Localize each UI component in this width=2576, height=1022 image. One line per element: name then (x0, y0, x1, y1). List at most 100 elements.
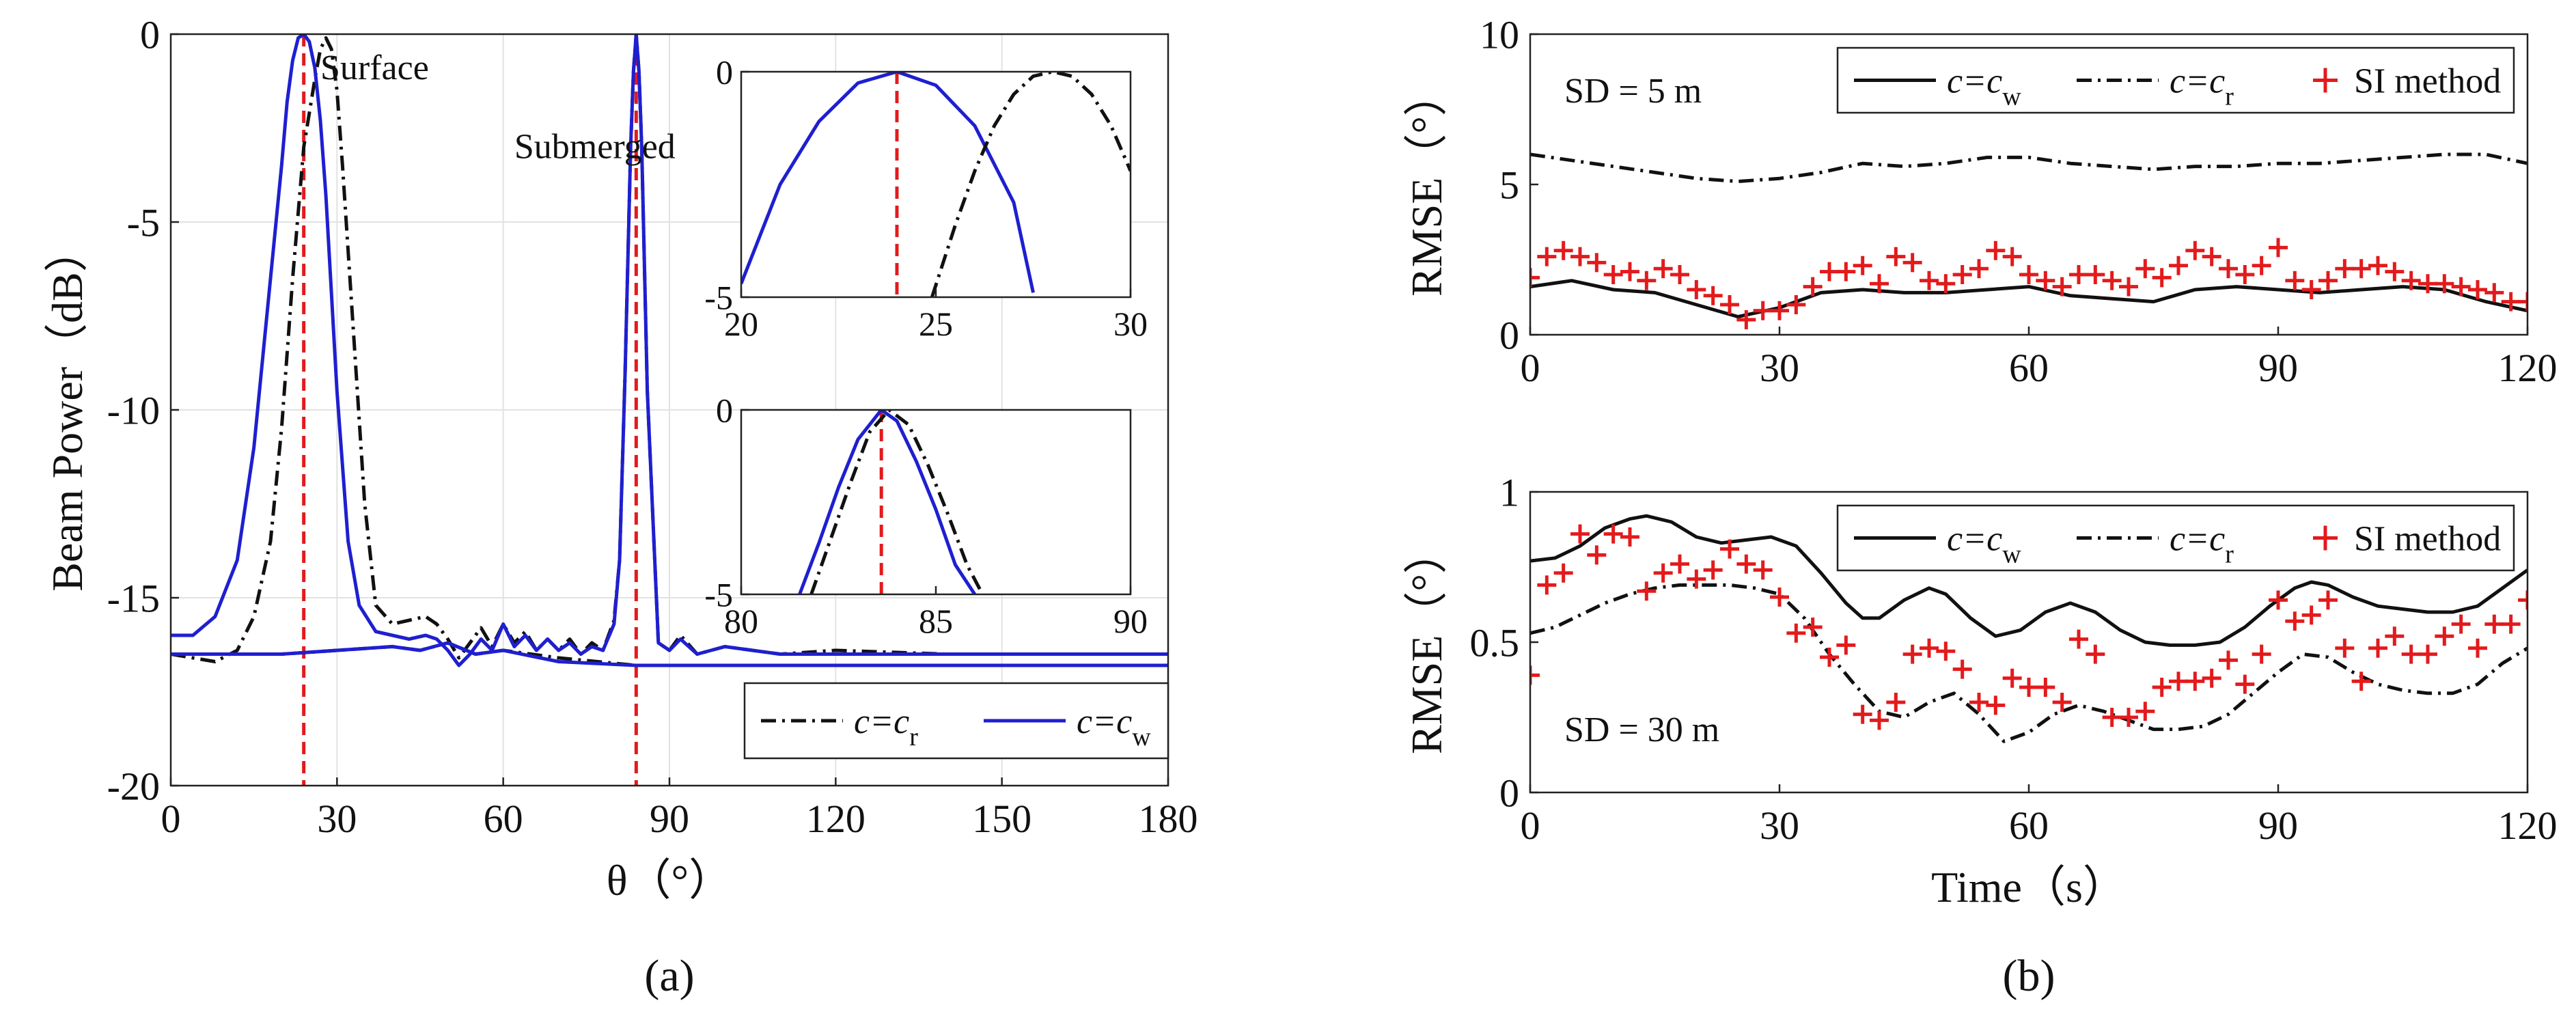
series-point-2 (1753, 560, 1773, 580)
series-point-2 (2269, 590, 2288, 610)
series-point-2 (1553, 563, 1573, 583)
series-point-2 (2451, 277, 2471, 296)
series-point-2 (2401, 271, 2421, 290)
x-tick-label: 0 (1521, 346, 1540, 390)
series-point-2 (1902, 644, 1922, 664)
x-tick-label: 0 (161, 797, 181, 841)
series-line-0 (1530, 279, 2527, 319)
series-point-2 (2102, 271, 2122, 290)
series-point-2 (2202, 247, 2221, 266)
series-point-2 (1952, 265, 1972, 284)
legend-symbol-plus (2313, 68, 2338, 93)
series-point-2 (2152, 268, 2172, 288)
legend-label: c=cw (1947, 520, 2021, 569)
series-point-2 (2301, 605, 2321, 625)
series-point-2 (1753, 301, 1773, 320)
series-point-2 (2501, 292, 2521, 312)
x-tick-label: 120 (2498, 803, 2558, 848)
x-tick-label: 150 (972, 797, 1031, 841)
series-point-2 (2052, 277, 2072, 296)
series-point-2 (1703, 560, 1723, 580)
x-tick-label: 120 (806, 797, 865, 841)
series-point-2 (2484, 283, 2504, 303)
series-point-2 (1870, 274, 1889, 294)
series-point-2 (1820, 262, 1839, 281)
series-point-2 (2135, 702, 2155, 721)
series-point-2 (2518, 590, 2527, 610)
series-point-2 (2169, 255, 2188, 275)
series-point-2 (1670, 554, 1689, 574)
legend-label: c=cw (1077, 702, 1151, 751)
series-point-2 (2019, 265, 2038, 284)
series-line-0 (1530, 514, 2527, 647)
series-point-2 (1936, 274, 1956, 294)
series-point-2 (1530, 665, 1540, 685)
y-axis-label: RMSE（°） (1402, 72, 1451, 296)
x-tick-label: 85 (919, 602, 953, 640)
series-point-2 (2435, 626, 2454, 646)
x-tick-label: 90 (2258, 803, 2298, 848)
series-point-2 (1786, 295, 1806, 314)
series-point-2 (1853, 704, 1872, 724)
series-point-2 (2235, 674, 2255, 694)
x-axis-label: θ（°） (607, 856, 732, 904)
series-point-2 (1736, 310, 1756, 329)
series-point-2 (1786, 623, 1806, 643)
y-tick-label: 5 (1499, 163, 1519, 207)
series-point-2 (2086, 644, 2105, 664)
series-line-1 (171, 34, 1168, 667)
series-point-2 (1537, 575, 1557, 595)
series-point-2 (1553, 240, 1573, 260)
x-tick-label: 80 (724, 602, 758, 640)
series-point-2 (1770, 301, 1789, 320)
series-point-2 (1803, 277, 1823, 296)
legend-label-main: c=c (854, 702, 909, 741)
series-point-2 (1870, 710, 1889, 730)
series-point-2 (1620, 527, 1639, 547)
legend-label-main: SI method (2354, 520, 2501, 559)
series-point-2 (2185, 240, 2205, 260)
series-point-2 (1720, 539, 1739, 559)
series-point-2 (2169, 672, 2188, 691)
series-point-2 (1570, 247, 1590, 266)
sd-note-bottom: SD = 30 m (1564, 710, 1719, 749)
legend-label: SI method (2354, 62, 2501, 101)
x-tick-label: 60 (2009, 346, 2049, 390)
legend-label-sub: w (1132, 723, 1151, 751)
series-point-2 (2069, 629, 2088, 649)
legend-box (1836, 504, 2515, 572)
series-point-2 (2368, 255, 2387, 275)
plot-area (171, 34, 1168, 786)
x-tick-label: 20 (724, 305, 758, 343)
series-line-1 (1530, 152, 2527, 184)
series-point-2 (2185, 672, 2205, 691)
panel-a: 0 30 60 90 120 150 180 0 -5 -10 -15 -20 θ（°） Beam Pow… (43, 12, 1198, 1001)
x-tick-label: 180 (1139, 797, 1198, 841)
legend-label-sub: w (2002, 83, 2021, 111)
series-point-2 (1770, 588, 1789, 607)
series-point-2 (1920, 271, 1939, 290)
x-tick-label: 30 (1760, 346, 1799, 390)
legend-label-sub: r (2225, 540, 2234, 569)
series-point-2 (1570, 524, 1590, 544)
series-point-2 (2351, 672, 2371, 691)
series-point-2 (2484, 614, 2504, 634)
series-point-2 (2036, 678, 2055, 697)
series-point-2 (2285, 271, 2305, 290)
x-axis-label: Time（s） (1931, 863, 2127, 911)
series-point-2 (2335, 638, 2355, 658)
legend-label: c=cr (2170, 62, 2234, 111)
series-point-2 (1902, 253, 1922, 273)
sd-note-top: SD = 5 m (1564, 72, 1702, 111)
series-point-2 (1969, 259, 1989, 279)
series-point-2 (1986, 695, 2006, 715)
legend-label-main: c=c (1077, 702, 1132, 741)
annotation-surface: Surface (320, 49, 429, 87)
y-tick-label: 0 (1499, 771, 1519, 815)
plot-area (798, 410, 984, 594)
x-tick-label: 120 (2498, 346, 2558, 390)
series-point-2 (2468, 280, 2487, 299)
series-point-2 (2002, 668, 2022, 688)
